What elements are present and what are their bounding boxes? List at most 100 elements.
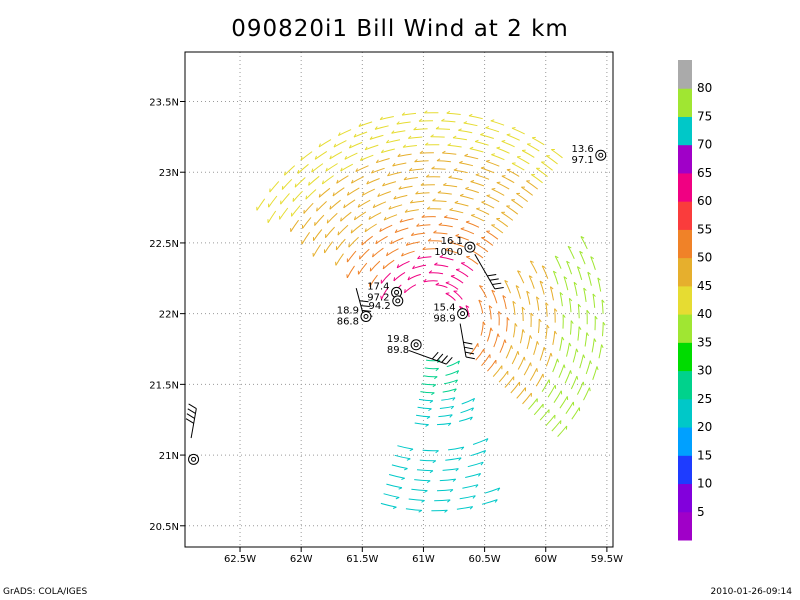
streamline xyxy=(564,370,571,384)
streamline xyxy=(506,134,520,141)
streamline-arrow xyxy=(483,450,487,454)
streamline xyxy=(396,121,411,125)
streamline xyxy=(462,484,479,489)
streamline-arrow xyxy=(394,229,398,233)
colorbar-segment xyxy=(678,370,692,400)
colorbar-segment xyxy=(678,201,692,230)
streamline-arrow xyxy=(543,346,546,351)
observation-station: 94.2 xyxy=(369,295,404,312)
streamline-arrow xyxy=(408,135,412,139)
streamline xyxy=(460,262,474,271)
streamline-arrow xyxy=(460,227,465,230)
streamline xyxy=(416,414,431,418)
colorbar-label: 15 xyxy=(697,448,712,462)
streamline xyxy=(453,169,468,174)
streamline xyxy=(585,360,591,375)
streamline xyxy=(498,311,500,326)
streamline-arrow xyxy=(428,408,432,412)
streamline-arrow xyxy=(522,329,525,333)
streamline xyxy=(466,256,479,265)
streamline-arrow xyxy=(586,309,590,314)
streamline xyxy=(387,171,402,177)
streamline-arrow xyxy=(563,276,568,280)
streamline-arrow xyxy=(480,166,485,169)
streamline xyxy=(592,366,598,380)
streamline xyxy=(347,187,360,196)
streamline xyxy=(511,127,525,135)
station-center xyxy=(467,244,473,250)
streamline xyxy=(354,211,367,221)
wind-barb-flag xyxy=(465,351,475,355)
streamline-arrow xyxy=(337,231,340,236)
streamline xyxy=(405,508,422,511)
streamline-arrow xyxy=(486,194,491,197)
streamline xyxy=(496,218,509,228)
streamline xyxy=(528,398,538,410)
streamline-arrow xyxy=(433,230,437,234)
streamline xyxy=(318,187,331,198)
streamline-arrow xyxy=(388,205,392,210)
streamline-arrow xyxy=(446,110,451,114)
streamline-arrow xyxy=(418,118,423,122)
streamline xyxy=(291,205,301,217)
streamline xyxy=(538,318,540,334)
streamline xyxy=(529,368,538,381)
wind-barb xyxy=(408,349,447,365)
streamline-arrow xyxy=(380,149,384,153)
streamline-arrow xyxy=(545,302,549,306)
streamline xyxy=(435,128,451,130)
streamline xyxy=(305,189,317,200)
streamline xyxy=(439,405,454,409)
streamline xyxy=(442,468,459,471)
streamline xyxy=(436,422,451,426)
streamline-arrow xyxy=(479,285,483,288)
streamline xyxy=(459,162,474,167)
streamline-arrow xyxy=(480,132,484,136)
streamline-arrow xyxy=(594,315,598,320)
streamline xyxy=(433,232,448,235)
wind-barb-flag xyxy=(360,305,370,308)
streamline-arrow xyxy=(601,344,604,349)
colorbar-segment xyxy=(678,427,692,456)
streamline-arrow xyxy=(300,156,303,161)
streamline xyxy=(552,330,556,345)
wind-barb-flag xyxy=(463,341,473,345)
lon-tick-label: 59.5W xyxy=(591,554,623,565)
streamline xyxy=(580,236,588,250)
streamline-arrow xyxy=(449,489,454,493)
streamline-arrow xyxy=(554,255,559,259)
streamline-arrow xyxy=(374,126,378,130)
streamline xyxy=(445,370,459,376)
streamline-arrow xyxy=(431,166,435,170)
streamline-arrow xyxy=(447,499,451,503)
streamline xyxy=(470,181,485,187)
streamline-arrow xyxy=(397,153,401,157)
streamline xyxy=(492,365,503,377)
plot-frame xyxy=(184,51,614,548)
streamline-arrow xyxy=(573,281,578,286)
streamline xyxy=(459,495,476,500)
streamline xyxy=(348,236,359,248)
streamline xyxy=(490,120,505,126)
streamline-arrow xyxy=(553,270,557,274)
streamline xyxy=(526,335,531,350)
colorbar-label: 30 xyxy=(697,364,712,378)
streamline xyxy=(316,201,327,212)
streamline xyxy=(435,284,448,289)
streamline-arrow xyxy=(441,118,445,122)
streamline-arrow xyxy=(353,133,357,138)
streamline xyxy=(506,205,519,215)
streamline xyxy=(533,403,544,416)
streamline xyxy=(420,184,435,186)
streamline-arrow xyxy=(597,277,601,281)
streamline xyxy=(443,184,458,188)
station-ring xyxy=(392,295,404,307)
streamline xyxy=(284,165,296,176)
streamline xyxy=(419,152,434,154)
streamline-arrow xyxy=(375,240,378,244)
streamline-arrow xyxy=(506,133,511,136)
streamline xyxy=(547,384,556,398)
streamline xyxy=(407,273,421,281)
streamline xyxy=(553,390,562,403)
